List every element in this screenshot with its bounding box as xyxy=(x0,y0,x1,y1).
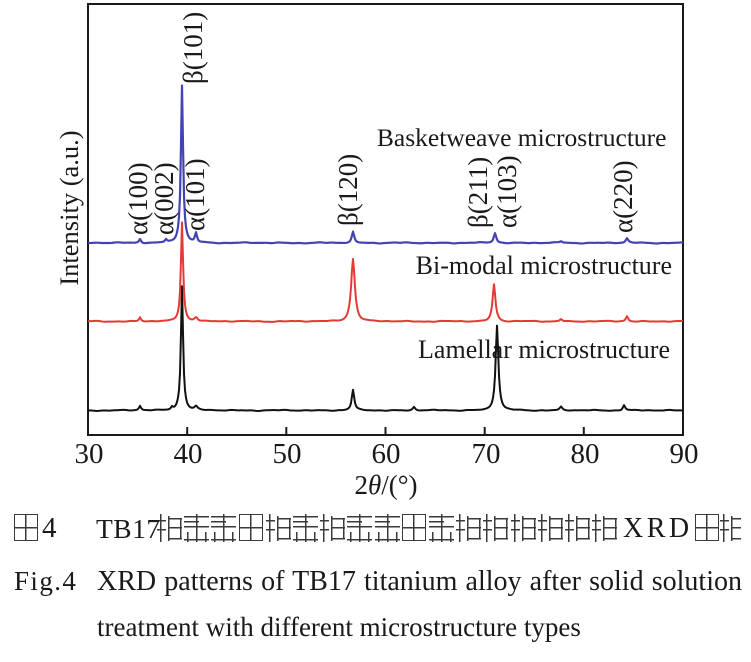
svg-text:50: 50 xyxy=(273,438,302,470)
svg-text:β(101): β(101) xyxy=(178,12,208,84)
svg-text:β(120): β(120) xyxy=(333,154,363,226)
svg-text:90: 90 xyxy=(670,438,699,470)
svg-text:70: 70 xyxy=(472,438,501,470)
svg-text:2θ/(°): 2θ/(°) xyxy=(354,470,417,500)
svg-text:α(103): α(103) xyxy=(492,155,522,228)
svg-text:60: 60 xyxy=(372,438,401,470)
svg-text:Lamellar microstructure: Lamellar microstructure xyxy=(418,335,670,364)
svg-text:β(211): β(211) xyxy=(463,157,493,228)
svg-text:30: 30 xyxy=(75,438,104,470)
svg-text:40: 40 xyxy=(174,438,203,470)
svg-text:α(101): α(101) xyxy=(180,158,210,231)
svg-text:α(220): α(220) xyxy=(608,160,638,233)
svg-text:α(100): α(100) xyxy=(123,162,153,235)
svg-text:80: 80 xyxy=(571,438,600,470)
svg-text:Intensity (a.u.): Intensity (a.u.) xyxy=(54,130,84,285)
svg-text:Bi-modal microstructure: Bi-modal microstructure xyxy=(416,251,672,280)
svg-text:α(002): α(002) xyxy=(149,162,179,235)
svg-text:Basketweave microstructure: Basketweave microstructure xyxy=(377,123,667,152)
